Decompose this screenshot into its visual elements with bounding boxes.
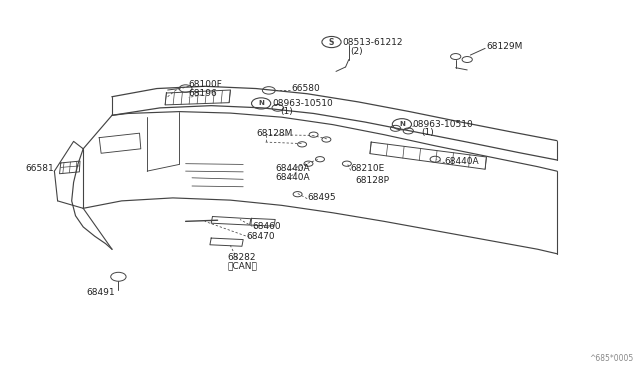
Text: 68440A: 68440A xyxy=(275,164,310,173)
Text: 68495: 68495 xyxy=(307,193,336,202)
Text: 68210E: 68210E xyxy=(351,164,385,173)
Text: ^685*0005: ^685*0005 xyxy=(589,354,634,363)
Text: 68100F: 68100F xyxy=(189,80,223,89)
Text: 68460: 68460 xyxy=(253,222,282,231)
Text: 68129M: 68129M xyxy=(486,42,523,51)
Text: 08963-10510: 08963-10510 xyxy=(272,99,333,108)
Text: 〈CAN〉: 〈CAN〉 xyxy=(227,262,257,270)
Text: N: N xyxy=(399,121,405,127)
Text: 08513-61212: 08513-61212 xyxy=(342,38,403,46)
Text: 68440A: 68440A xyxy=(445,157,479,166)
Text: (1): (1) xyxy=(421,128,434,137)
Text: (1): (1) xyxy=(280,107,293,116)
Text: 68282: 68282 xyxy=(227,253,256,262)
Text: (2): (2) xyxy=(351,47,364,56)
Text: 68128M: 68128M xyxy=(256,129,292,138)
Text: S: S xyxy=(329,38,334,46)
Text: 68440A: 68440A xyxy=(275,173,310,182)
Text: 08963-10510: 08963-10510 xyxy=(413,120,474,129)
Text: 68470: 68470 xyxy=(246,232,275,241)
Text: 68128P: 68128P xyxy=(355,176,389,185)
Text: 66580: 66580 xyxy=(291,84,320,93)
Text: 66581: 66581 xyxy=(26,164,54,173)
Text: 68491: 68491 xyxy=(86,288,115,296)
Text: 68196: 68196 xyxy=(189,89,218,97)
Text: N: N xyxy=(258,100,264,106)
